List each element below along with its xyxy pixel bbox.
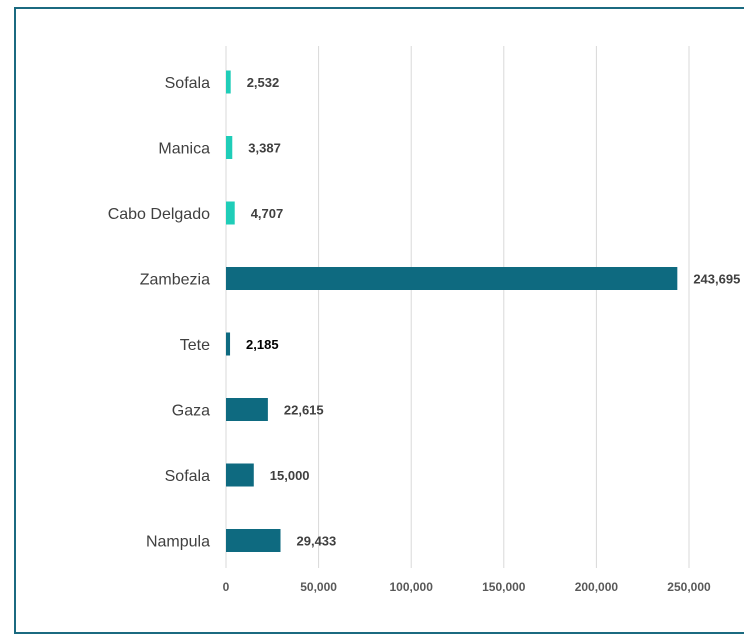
bar xyxy=(226,136,233,159)
bar xyxy=(226,70,231,94)
bar xyxy=(226,398,268,421)
category-label: Sofala xyxy=(165,75,210,92)
chart-frame xyxy=(14,7,744,634)
value-label: 22,615 xyxy=(284,403,324,418)
category-label: Zambezia xyxy=(140,272,210,289)
x-tick-label: 250,000 xyxy=(667,580,711,594)
bar xyxy=(226,267,678,290)
value-label: 4,707 xyxy=(251,206,284,221)
value-label: 29,433 xyxy=(297,534,337,549)
value-labels: 2,532 3,387 4,707 243,695 2,185 22,615 15,000 2… xyxy=(246,75,740,549)
x-axis-tick-labels: 0 50,000 100,000 150,000 200,000 250,000 xyxy=(223,580,711,594)
value-label: 243,695 xyxy=(693,272,740,287)
value-label: 15,000 xyxy=(270,468,310,483)
gridlines xyxy=(225,46,690,568)
x-tick-label: 150,000 xyxy=(482,580,526,594)
bar xyxy=(226,529,281,552)
bar xyxy=(226,463,254,487)
category-label: Gaza xyxy=(172,403,210,420)
category-label: Tete xyxy=(180,337,210,354)
category-label: Sofala xyxy=(165,468,210,485)
category-label: Manica xyxy=(158,141,210,158)
value-label: 2,532 xyxy=(247,75,280,90)
x-tick-label: 50,000 xyxy=(300,580,337,594)
x-tick-label: 200,000 xyxy=(575,580,619,594)
x-tick-label: 100,000 xyxy=(390,580,434,594)
bar xyxy=(226,332,231,356)
value-label: 2,185 xyxy=(246,337,279,352)
bars xyxy=(226,70,678,552)
x-tick-label: 0 xyxy=(223,580,230,594)
category-labels: Sofala Manica Cabo Delgado Zambezia Tete Gaza… xyxy=(108,75,210,551)
value-label: 3,387 xyxy=(248,141,281,156)
category-label: Cabo Delgado xyxy=(108,206,210,223)
bar xyxy=(226,201,235,225)
category-label: Nampula xyxy=(146,534,210,551)
